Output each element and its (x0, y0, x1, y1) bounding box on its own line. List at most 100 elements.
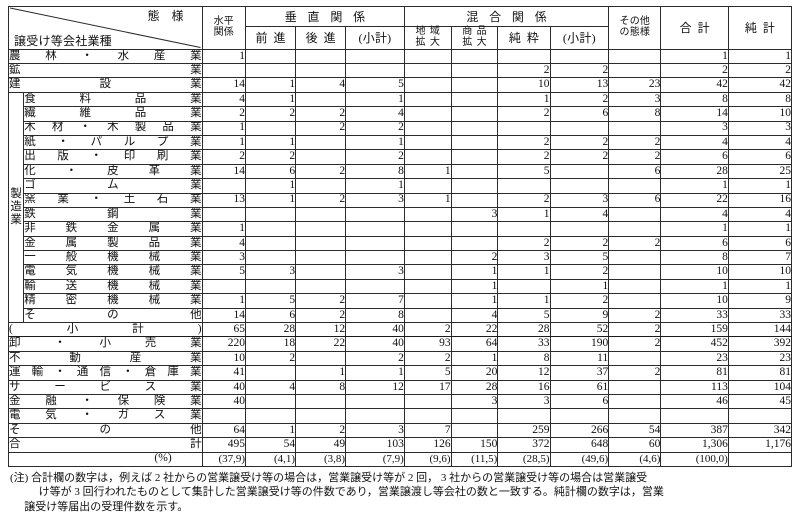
cell-net-total: 23 (727, 350, 793, 367)
table-row: 金融・保険業 40 3 3 6 46 45 (8, 393, 793, 410)
cell-total: 81 (660, 365, 729, 381)
cell-area-expansion (403, 62, 452, 79)
cell-forward: 1 (245, 77, 297, 93)
cell-forward (245, 120, 297, 136)
cell-mixed-subtotal: 1 (549, 278, 610, 295)
cell-mixed-subtotal: 6 (549, 393, 610, 410)
cell-backward (295, 264, 347, 280)
header-row-2: 前進 後進 (小計) 地域 拡大 商品 拡大 純粋 (小計) (9, 26, 792, 50)
table-row: 卸・小売業 220 18 22 40 93 64 33 190 2 452 392 (8, 336, 793, 352)
cell-other (608, 62, 662, 79)
cell-horizontal: 3 (201, 250, 247, 266)
cell-pure: 1 (497, 264, 551, 280)
cell-pure: 10 (497, 77, 551, 93)
cell-backward (295, 408, 347, 424)
cell-horizontal (201, 206, 247, 223)
cell-horizontal: (37,9) (201, 451, 247, 467)
cell-pure (497, 278, 551, 295)
cell-pure: 2 (497, 62, 551, 79)
cell-other: 6 (608, 192, 662, 208)
cell-pure (497, 48, 551, 64)
footnote: (注) 合計欄の数字は，例えば 2 社からの営業譲受け等の場合は，営業譲受け等が… (8, 471, 792, 514)
cell-mixed-subtotal (549, 221, 610, 237)
cell-backward: 2 (295, 422, 347, 439)
cell-horizontal: 65 (201, 322, 247, 338)
cell-backward (295, 393, 347, 410)
cell-vertical-subtotal: 1 (345, 178, 405, 194)
cell-vertical-subtotal (345, 393, 405, 410)
cell-vertical-subtotal: 2 (345, 120, 405, 136)
cell-forward (245, 206, 297, 223)
cell-net-total: 81 (727, 365, 793, 381)
cell-product-expansion: 64 (450, 336, 499, 352)
cell-forward (245, 48, 297, 64)
cell-forward: 2 (245, 350, 297, 367)
cell-other: 2 (608, 336, 662, 352)
cell-total: 1 (660, 278, 729, 295)
cell-product-expansion (450, 149, 499, 165)
cell-vertical-subtotal: 8 (345, 163, 405, 180)
cell-backward (295, 91, 347, 108)
cell-net-total: 342 (727, 422, 793, 439)
col-group-vertical: 垂直関係 (245, 6, 405, 27)
row-label: 非鉄金属業 (23, 221, 203, 237)
cell-pure: 28 (497, 322, 551, 338)
cell-area-expansion (403, 149, 452, 165)
cell-area-expansion: 17 (403, 379, 452, 395)
cell-area-expansion (403, 206, 452, 223)
cell-vertical-subtotal (345, 235, 405, 252)
group-label-manufacturing: 製造業 (7, 91, 25, 324)
row-label: (小計) (8, 322, 203, 338)
cell-area-expansion: 2 (403, 350, 452, 367)
table-row: 木材・木製品業 1 2 2 3 3 (9, 120, 793, 136)
cell-pure: 2 (497, 106, 551, 122)
other-line-1: その他 (619, 16, 651, 27)
cell-forward: 6 (245, 163, 297, 180)
cell-product-expansion (450, 221, 499, 237)
cell-backward: 22 (295, 336, 347, 352)
cell-other: 6 (608, 163, 662, 180)
cell-forward: 3 (245, 264, 297, 280)
cell-vertical-subtotal: 1 (345, 91, 405, 108)
cell-forward (245, 365, 297, 381)
cell-area-expansion: 126 (403, 437, 452, 453)
cell-vertical-subtotal: 3 (345, 422, 405, 439)
cell-other: 2 (608, 149, 662, 165)
cell-product-expansion (450, 192, 499, 208)
cell-pure: 2 (497, 192, 551, 208)
cell-mixed-subtotal: 2 (549, 62, 610, 79)
cell-product-expansion (450, 62, 499, 79)
cell-forward (245, 250, 297, 266)
row-label: 輸送機械業 (23, 278, 203, 295)
cell-total (660, 408, 729, 424)
cell-forward: 2 (245, 106, 297, 122)
cell-backward: 2 (295, 192, 347, 208)
row-label: 建設業 (8, 77, 203, 93)
cell-forward: 1 (245, 178, 297, 194)
cell-mixed-subtotal: 648 (549, 437, 610, 453)
cell-product-expansion (450, 91, 499, 108)
cell-other (608, 393, 662, 410)
cell-total: 28 (660, 163, 729, 180)
cell-other (608, 350, 662, 367)
cell-other: 23 (608, 77, 662, 93)
cell-mixed-subtotal: 6 (549, 106, 610, 122)
cell-pure: (28,5) (497, 451, 551, 467)
cell-total: 10 (660, 264, 729, 280)
cell-total: 4 (660, 134, 729, 151)
row-label: ゴム業 (23, 178, 203, 194)
cell-horizontal: 14 (201, 77, 247, 93)
table-row: 建設業 14 1 4 5 10 13 23 42 42 (8, 77, 793, 93)
cell-area-expansion: (9,6) (403, 451, 452, 467)
header-row-1: 態様 譲受け等会社業種 水平 関係 垂直関係 混合関係 その他 の態様 合計 純… (8, 6, 793, 50)
cell-mixed-subtotal (549, 178, 610, 194)
cell-total: 1 (660, 221, 729, 237)
cell-backward (295, 48, 347, 64)
cell-mixed-subtotal: 190 (549, 336, 610, 352)
cell-net-total: 7 (727, 250, 793, 266)
table-row: 紙・パルプ業 1 1 1 2 2 2 4 4 (9, 134, 793, 151)
cell-area-expansion: 2 (403, 322, 452, 338)
cell-total: 113 (660, 379, 729, 395)
